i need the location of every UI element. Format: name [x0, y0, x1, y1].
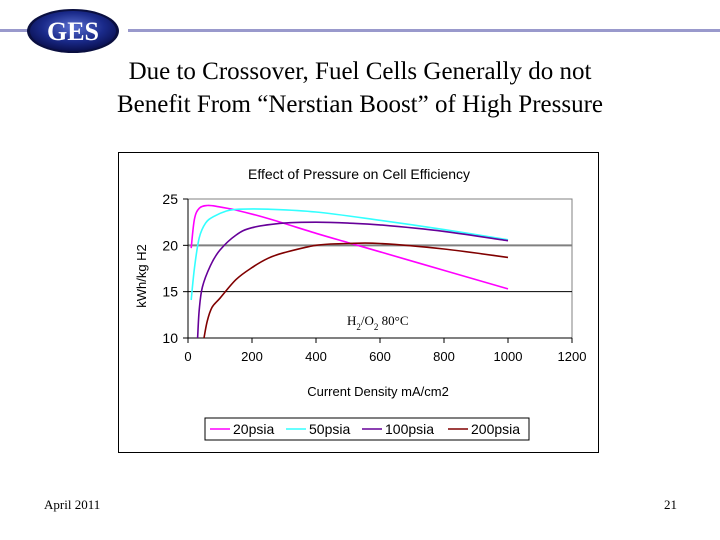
y-axis-label: kWh/kg H2 [134, 244, 149, 308]
annotation-sub2: 2 [374, 322, 379, 332]
chart-frame: Effect of Pressure on Cell Efficiency 25… [118, 152, 599, 453]
legend-label-20psia: 20psia [233, 421, 274, 437]
chart: Effect of Pressure on Cell Efficiency 25… [134, 166, 587, 441]
slide-title: Due to Crossover, Fuel Cells Generally d… [0, 55, 720, 121]
x-axis-label: Current Density mA/cm2 [307, 384, 449, 399]
series-line-20psia [190, 204, 509, 290]
x-tick-label: 400 [305, 349, 327, 364]
slide-title-line1: Due to Crossover, Fuel Cells Generally d… [128, 58, 592, 85]
legend-label-200psia: 200psia [471, 421, 520, 437]
y-tick-label: 20 [162, 237, 178, 253]
y-tick-label: 15 [162, 284, 178, 300]
annotation-sub1: 2 [356, 322, 361, 332]
header-rule-left [0, 29, 36, 32]
annotation-mid: /O [361, 313, 374, 328]
x-tick-label: 1000 [494, 349, 523, 364]
chart-title: Effect of Pressure on Cell Efficiency [248, 166, 470, 182]
series-line-50psia [190, 208, 509, 301]
y-tick-label: 10 [162, 330, 178, 346]
logo-text: GES [47, 17, 99, 46]
series-line-100psia [196, 221, 509, 339]
legend-label-100psia: 100psia [385, 421, 434, 437]
page-number: 21 [664, 497, 677, 512]
y-tick-label: 25 [162, 191, 178, 207]
header-rule-right [128, 29, 720, 32]
ges-logo: GES [27, 9, 119, 53]
x-tick-label: 600 [369, 349, 391, 364]
annotation-base: H [347, 313, 356, 328]
series-line-200psia [203, 242, 509, 339]
x-tick-label: 800 [433, 349, 455, 364]
legend-label-50psia: 50psia [309, 421, 350, 437]
x-tick-label: 0 [184, 349, 191, 364]
x-tick-label: 200 [241, 349, 263, 364]
legend: 20psia 50psia 100psia 200psia [204, 417, 530, 441]
footer-date: April 2011 [44, 497, 101, 512]
slide-title-line2: Benefit From “Nerstian Boost” of High Pr… [116, 91, 604, 118]
chart-annotation: H2/O2 80°C [347, 313, 409, 332]
annotation-tail: 80°C [378, 313, 408, 328]
x-tick-label: 1200 [558, 349, 587, 364]
